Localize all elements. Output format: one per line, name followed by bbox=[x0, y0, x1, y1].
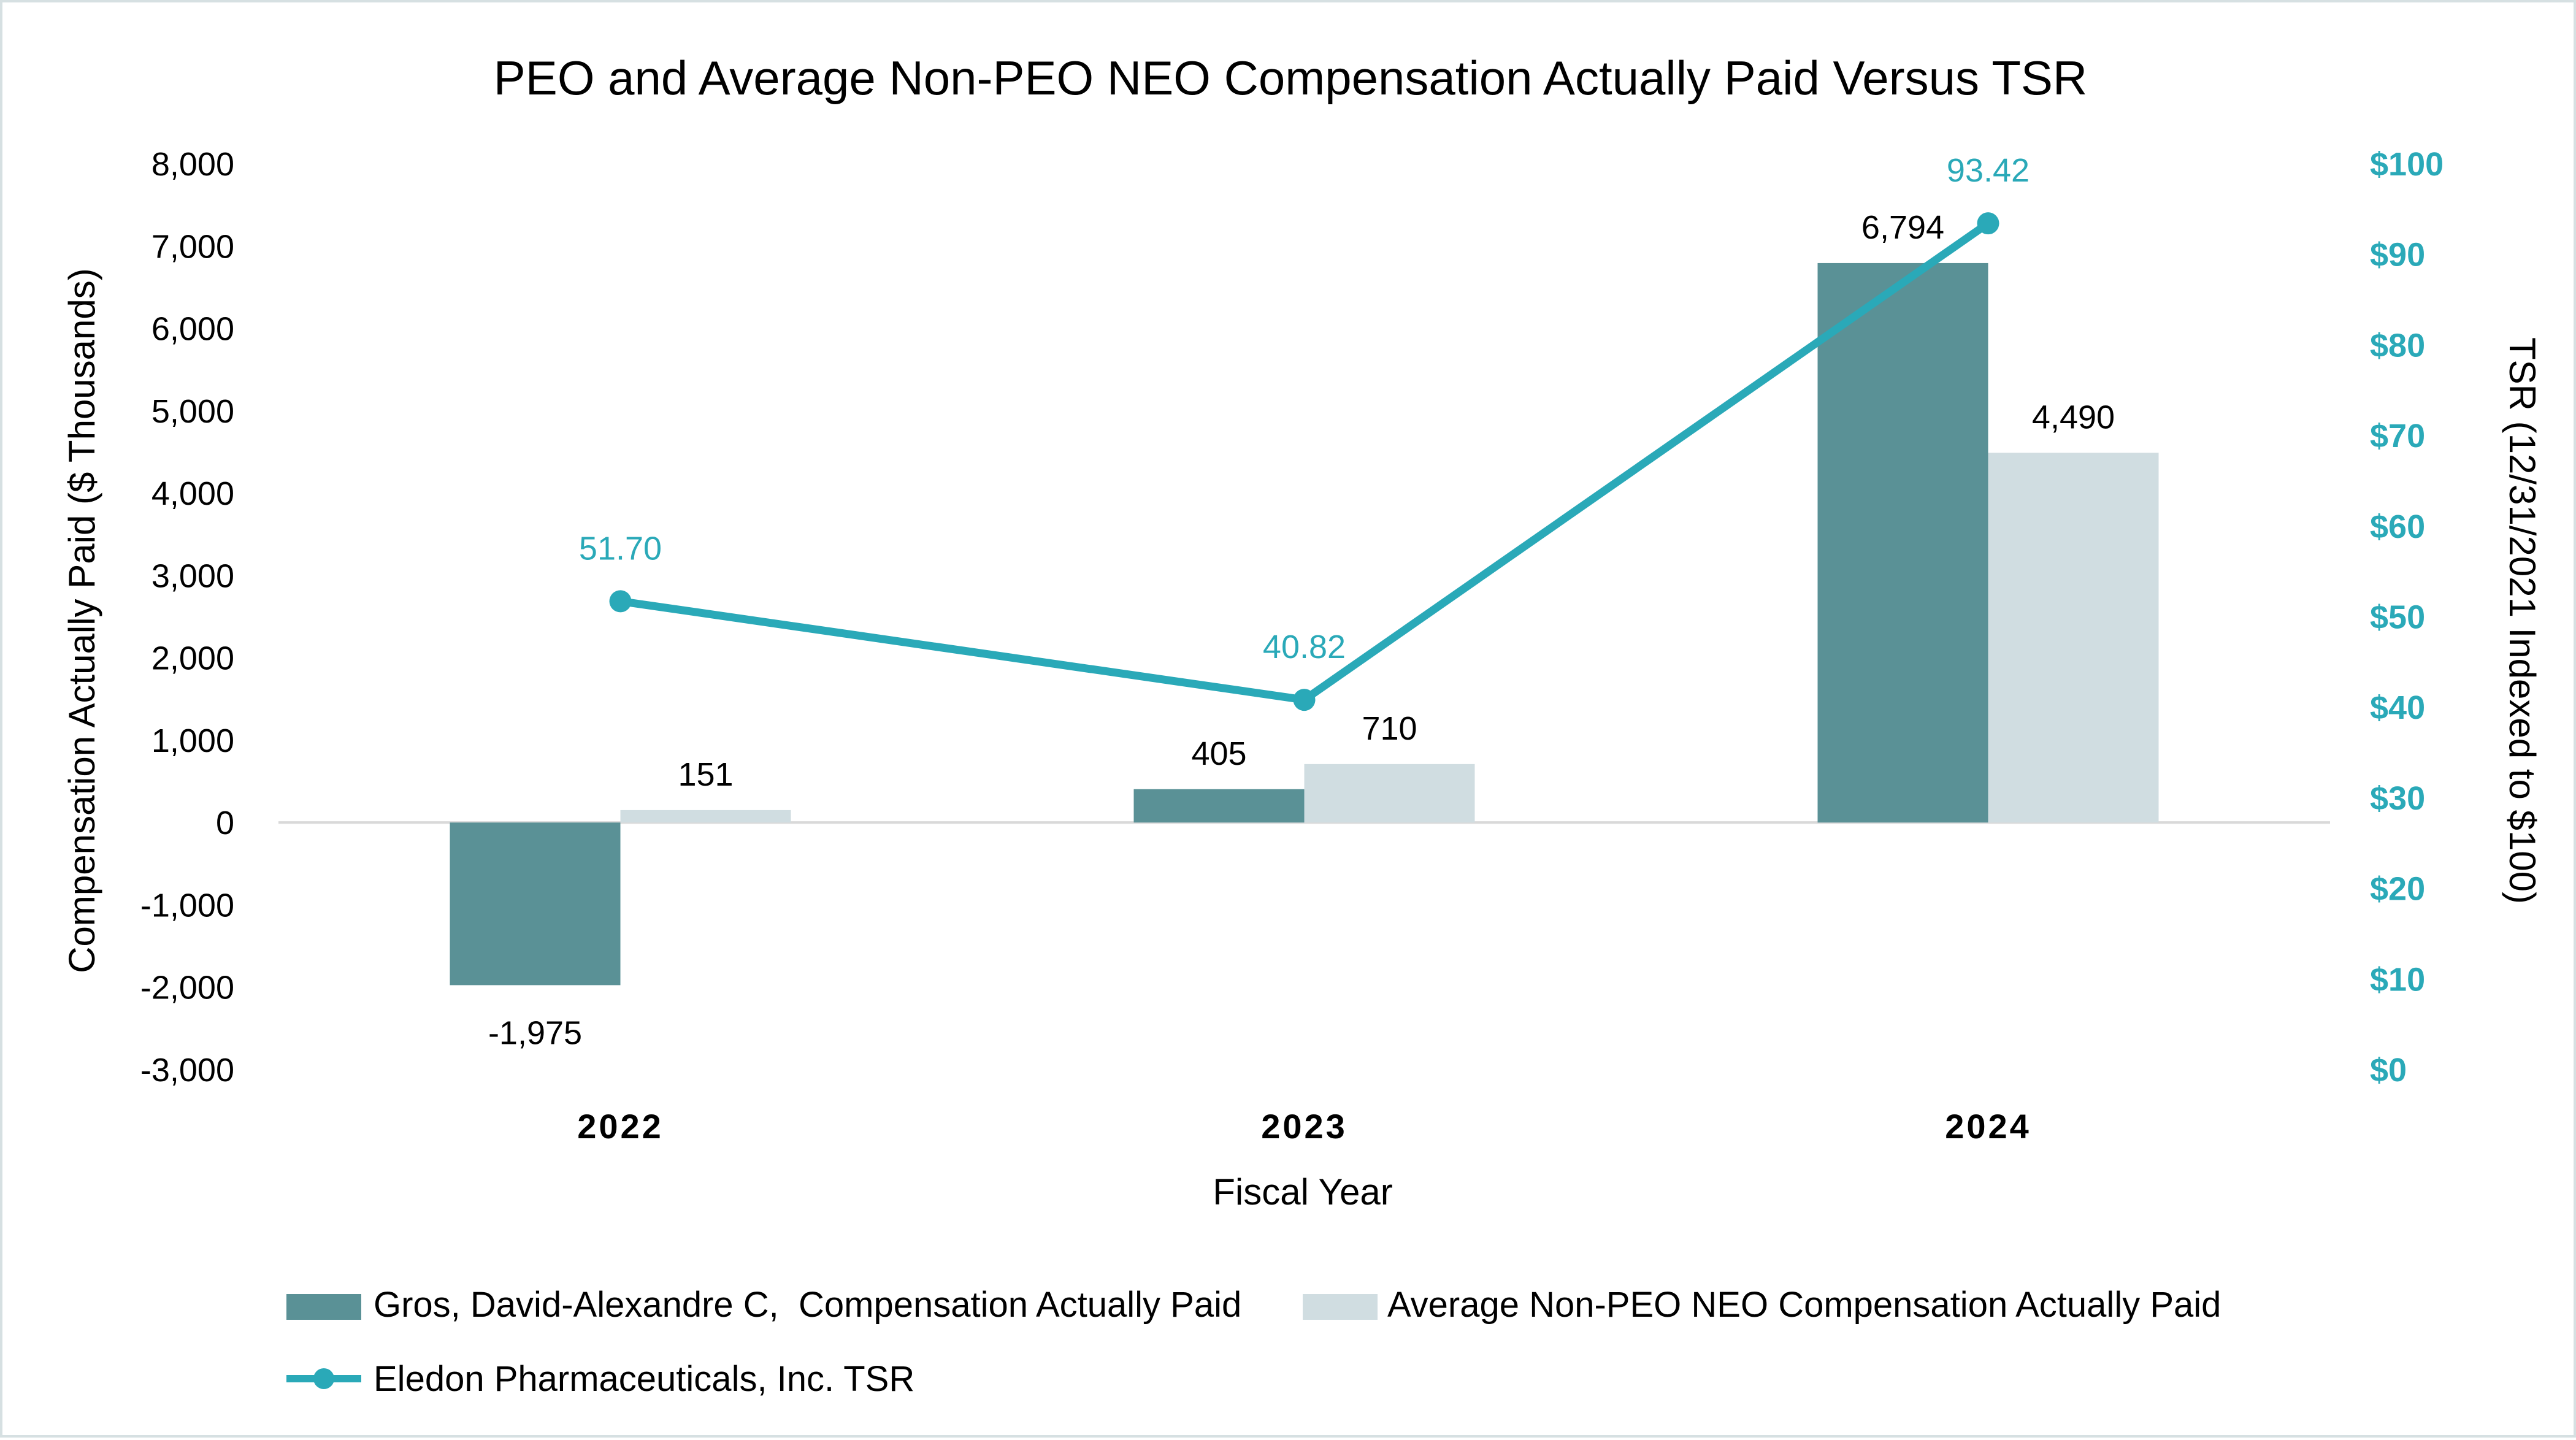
y-left-tick-labels: 8,000 7,000 6,000 5,000 4,000 3,000 2,000 1,000… bbox=[140, 146, 234, 1089]
legend-label-peo: Gros, David-Alexandre C, Compensation Ac… bbox=[374, 1285, 1241, 1325]
x-category-label: 2022 bbox=[577, 1107, 664, 1146]
y-right-tick-label: $30 bbox=[2370, 780, 2425, 817]
bar-non-peo-2024 bbox=[1988, 453, 2159, 823]
y-right-tick-label: $0 bbox=[2370, 1052, 2407, 1089]
legend-swatch-peo bbox=[286, 1294, 361, 1320]
bar-non-peo-2023 bbox=[1304, 764, 1475, 823]
y-left-tick-label: 6,000 bbox=[151, 311, 234, 348]
legend-label-non-peo: Average Non-PEO NEO Compensation Actuall… bbox=[1387, 1285, 2221, 1325]
bar-peo-2023 bbox=[1133, 789, 1305, 823]
y-left-tick-label: 4,000 bbox=[151, 475, 234, 512]
y-right-tick-label: $20 bbox=[2370, 871, 2425, 908]
y-right-tick-label: $100 bbox=[2370, 146, 2444, 183]
y-right-tick-label: $90 bbox=[2370, 237, 2425, 274]
bar-peo-2024 bbox=[1817, 262, 1988, 823]
chart-title: PEO and Average Non-PEO NEO Compensation… bbox=[494, 51, 2087, 105]
bar-data-label: 405 bbox=[1191, 735, 1246, 772]
y-left-tick-label: 3,000 bbox=[151, 557, 234, 594]
legend: Gros, David-Alexandre C, Compensation Ac… bbox=[286, 1285, 2221, 1399]
y-left-tick-label: 1,000 bbox=[151, 722, 234, 759]
x-category-labels: 2022 2023 2024 bbox=[577, 1107, 2031, 1146]
tsr-point-2022 bbox=[609, 590, 632, 613]
y-left-tick-label: 8,000 bbox=[151, 146, 234, 183]
bar-labels-group: -1,975 405 6,794 151 710 4,490 bbox=[488, 209, 2115, 1051]
y-left-tick-label: -1,000 bbox=[140, 887, 234, 924]
y-left-tick-label: 5,000 bbox=[151, 393, 234, 430]
legend-swatch-tsr-marker bbox=[313, 1368, 334, 1389]
y-right-tick-label: $80 bbox=[2370, 327, 2425, 364]
bars-group bbox=[450, 262, 2159, 986]
y-right-tick-label: $50 bbox=[2370, 599, 2425, 636]
bar-non-peo-2022 bbox=[620, 810, 791, 823]
bar-data-label: 4,490 bbox=[2032, 399, 2115, 435]
y-right-tick-label: $60 bbox=[2370, 508, 2425, 545]
legend-label-tsr: Eledon Pharmaceuticals, Inc. TSR bbox=[374, 1359, 914, 1399]
legend-swatch-non-peo bbox=[1303, 1294, 1378, 1320]
y-left-tick-label: -2,000 bbox=[140, 970, 234, 1006]
y-left-tick-label: 7,000 bbox=[151, 228, 234, 265]
bar-data-label: 6,794 bbox=[1861, 209, 1944, 246]
x-axis-title: Fiscal Year bbox=[1213, 1171, 1393, 1212]
y-right-tick-label: $40 bbox=[2370, 689, 2425, 726]
tsr-point-2023 bbox=[1293, 689, 1316, 711]
y-left-tick-label: -3,000 bbox=[140, 1052, 234, 1089]
tsr-data-label: 93.42 bbox=[1947, 152, 2030, 189]
y-right-tick-labels: $100 $90 $80 $70 $60 $50 $40 $30 $20 $10 $0 bbox=[2370, 146, 2444, 1089]
y-right-axis-title: TSR (12/31/2021 Indexed to $100) bbox=[2502, 337, 2543, 904]
tsr-data-label: 40.82 bbox=[1263, 629, 1346, 665]
y-left-tick-label: 2,000 bbox=[151, 640, 234, 677]
y-right-tick-label: $10 bbox=[2370, 961, 2425, 998]
tsr-point-2024 bbox=[1977, 212, 1999, 235]
y-left-axis-title: Compensation Actually Paid ($ Thousands) bbox=[61, 268, 102, 973]
y-right-tick-label: $70 bbox=[2370, 418, 2425, 454]
x-category-label: 2024 bbox=[1945, 1107, 2031, 1146]
tsr-data-label: 51.70 bbox=[579, 530, 662, 567]
bar-data-label: 710 bbox=[1362, 710, 1417, 747]
bar-peo-2022 bbox=[450, 822, 621, 986]
bar-data-label: 151 bbox=[678, 756, 733, 793]
y-left-tick-label: 0 bbox=[216, 805, 234, 841]
bar-data-label: -1,975 bbox=[488, 1014, 582, 1051]
tsr-line-group: 51.70 40.82 93.42 bbox=[579, 152, 2030, 711]
x-category-label: 2023 bbox=[1261, 1107, 1347, 1146]
